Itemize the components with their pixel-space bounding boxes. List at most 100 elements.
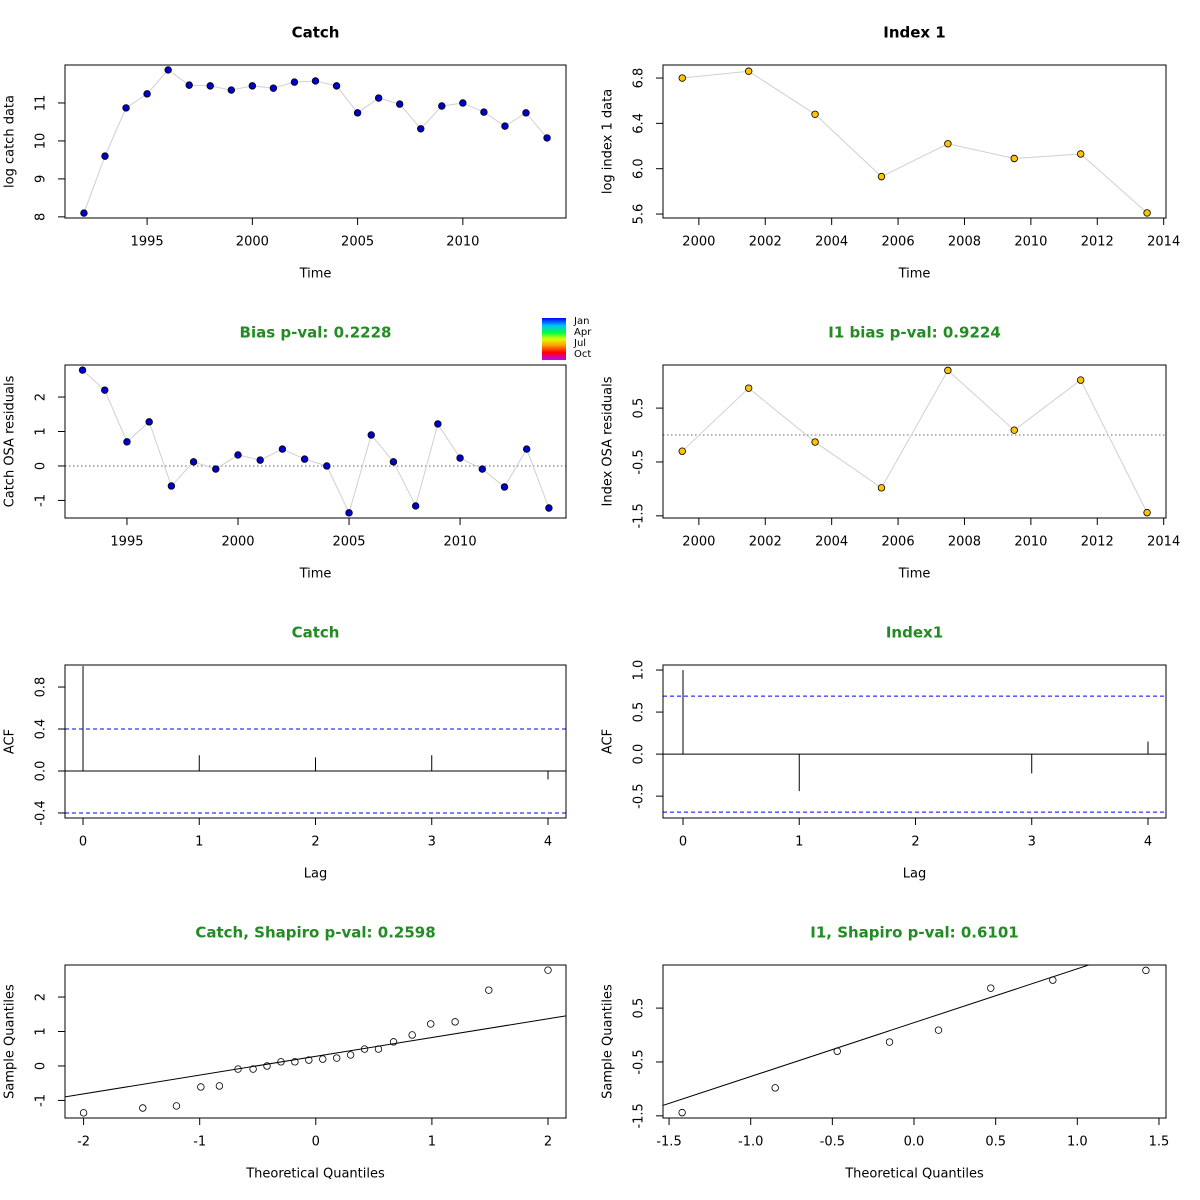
y-tick-label: -0.4 [34,800,49,825]
plot-frame [662,64,1167,219]
panel-title: Bias p-val: 0.2228 [240,324,392,342]
y-tick-label: 1.0 [632,660,647,681]
data-point [256,456,264,464]
x-axis-label: Lag [903,867,926,882]
x-tick-label: 2010 [444,535,477,550]
panel: I1 bias p-val: 0.9224 Time Index OSA resid… [601,324,1181,582]
data-point [197,1083,205,1091]
y-axis-label: Index OSA residuals [601,376,616,506]
y-tick-label: 11 [34,95,49,112]
x-tick-label: 4 [544,835,552,850]
data-point [1142,966,1150,975]
y-tick-label: 1 [34,427,49,435]
plot-frame [662,364,1167,519]
y-axis-label: log index 1 data [601,89,616,194]
x-axis-label: Time [898,267,931,282]
y-axis-label: Sample Quantiles [3,984,18,1099]
y-tick-label: 0.5 [632,702,647,723]
data-point [543,134,551,142]
data-point [1076,376,1085,384]
data-point [811,110,819,118]
panel: Catch Time log catch data 1995 2000 2005 2010 8… [3,24,567,282]
data-point [478,465,486,473]
data-point [374,1045,383,1053]
panel-title: I1, Shapiro p-val: 0.6101 [810,924,1018,942]
panel: Bias p-val: 0.2228 Time Catch OSA residual… [3,316,593,582]
data-point [833,1047,841,1055]
data-point [353,109,362,117]
y-tick-label: 0.0 [34,761,49,782]
y-tick-label: -1 [34,494,49,507]
x-tick-label: 2005 [332,535,365,550]
data-point [1049,976,1057,984]
x-axis-label: Time [299,267,332,282]
series-line [682,70,1148,214]
x-tick-label: 1 [195,835,203,850]
y-tick-label: 9 [34,175,49,183]
x-tick-label: -1.5 [656,1135,681,1150]
data-point [744,67,753,75]
y-axis-label: Catch OSA residuals [3,375,18,507]
data-point [744,384,753,392]
data-point [811,438,819,446]
data-point [145,418,153,426]
data-point [278,445,287,453]
plot-area [65,366,566,517]
data-point [269,84,278,92]
data-point [80,209,88,217]
x-tick-label: 3 [428,835,436,850]
data-point [185,81,193,89]
panel-title: I1 bias p-val: 0.9224 [828,324,1001,342]
y-tick-label: 0.5 [632,398,647,419]
x-tick-label: -0.5 [820,1135,845,1150]
x-tick-label: 1 [795,835,803,850]
data-point [234,1065,242,1073]
x-tick-label: 4 [1144,835,1152,850]
data-point [319,1055,327,1063]
data-point [987,984,995,992]
x-tick-label: 2000 [221,535,254,550]
data-point [122,104,130,112]
y-tick-label: 0.8 [34,677,49,698]
data-point [944,140,952,148]
data-point [139,1104,147,1112]
data-point [360,1045,369,1053]
x-axis-label: Theoretical Quantiles [245,1167,385,1182]
data-point [389,458,398,466]
data-point [1010,154,1018,163]
data-point [480,108,488,116]
data-point [101,152,109,160]
data-point [456,454,464,462]
panel-title: Catch [292,624,340,642]
data-point [522,445,531,453]
x-tick-label: 2010 [1014,235,1047,250]
data-point [164,66,172,74]
x-tick-label: 0 [679,835,687,850]
data-point [485,986,493,994]
x-tick-label: -1 [193,1135,206,1150]
y-tick-label: 6.8 [632,68,647,89]
x-tick-label: 1 [428,1135,436,1150]
y-tick-label: -1.5 [632,503,647,528]
x-tick-label: 2008 [948,235,981,250]
x-tick-label: -2 [77,1135,90,1150]
data-point [451,1018,459,1026]
month-legend-label: Jul [573,338,586,349]
y-tick-label: 0 [34,462,49,470]
data-point [408,1031,416,1039]
data-point [291,1058,299,1066]
data-point [79,1109,88,1117]
data-point [678,1108,686,1117]
qq-line [65,1015,566,1098]
panel: Index 1 Time log index 1 data 2000 2002 2004 2… [601,24,1181,282]
panel-title: Index1 [886,624,943,642]
data-point [277,1058,285,1066]
data-point [300,455,309,463]
data-point [1076,150,1085,158]
series-line [83,69,548,214]
y-axis-label: Sample Quantiles [601,984,616,1099]
series-line [82,369,550,515]
data-point [101,386,109,394]
data-point [323,462,331,470]
x-tick-label: 2014 [1147,235,1180,250]
